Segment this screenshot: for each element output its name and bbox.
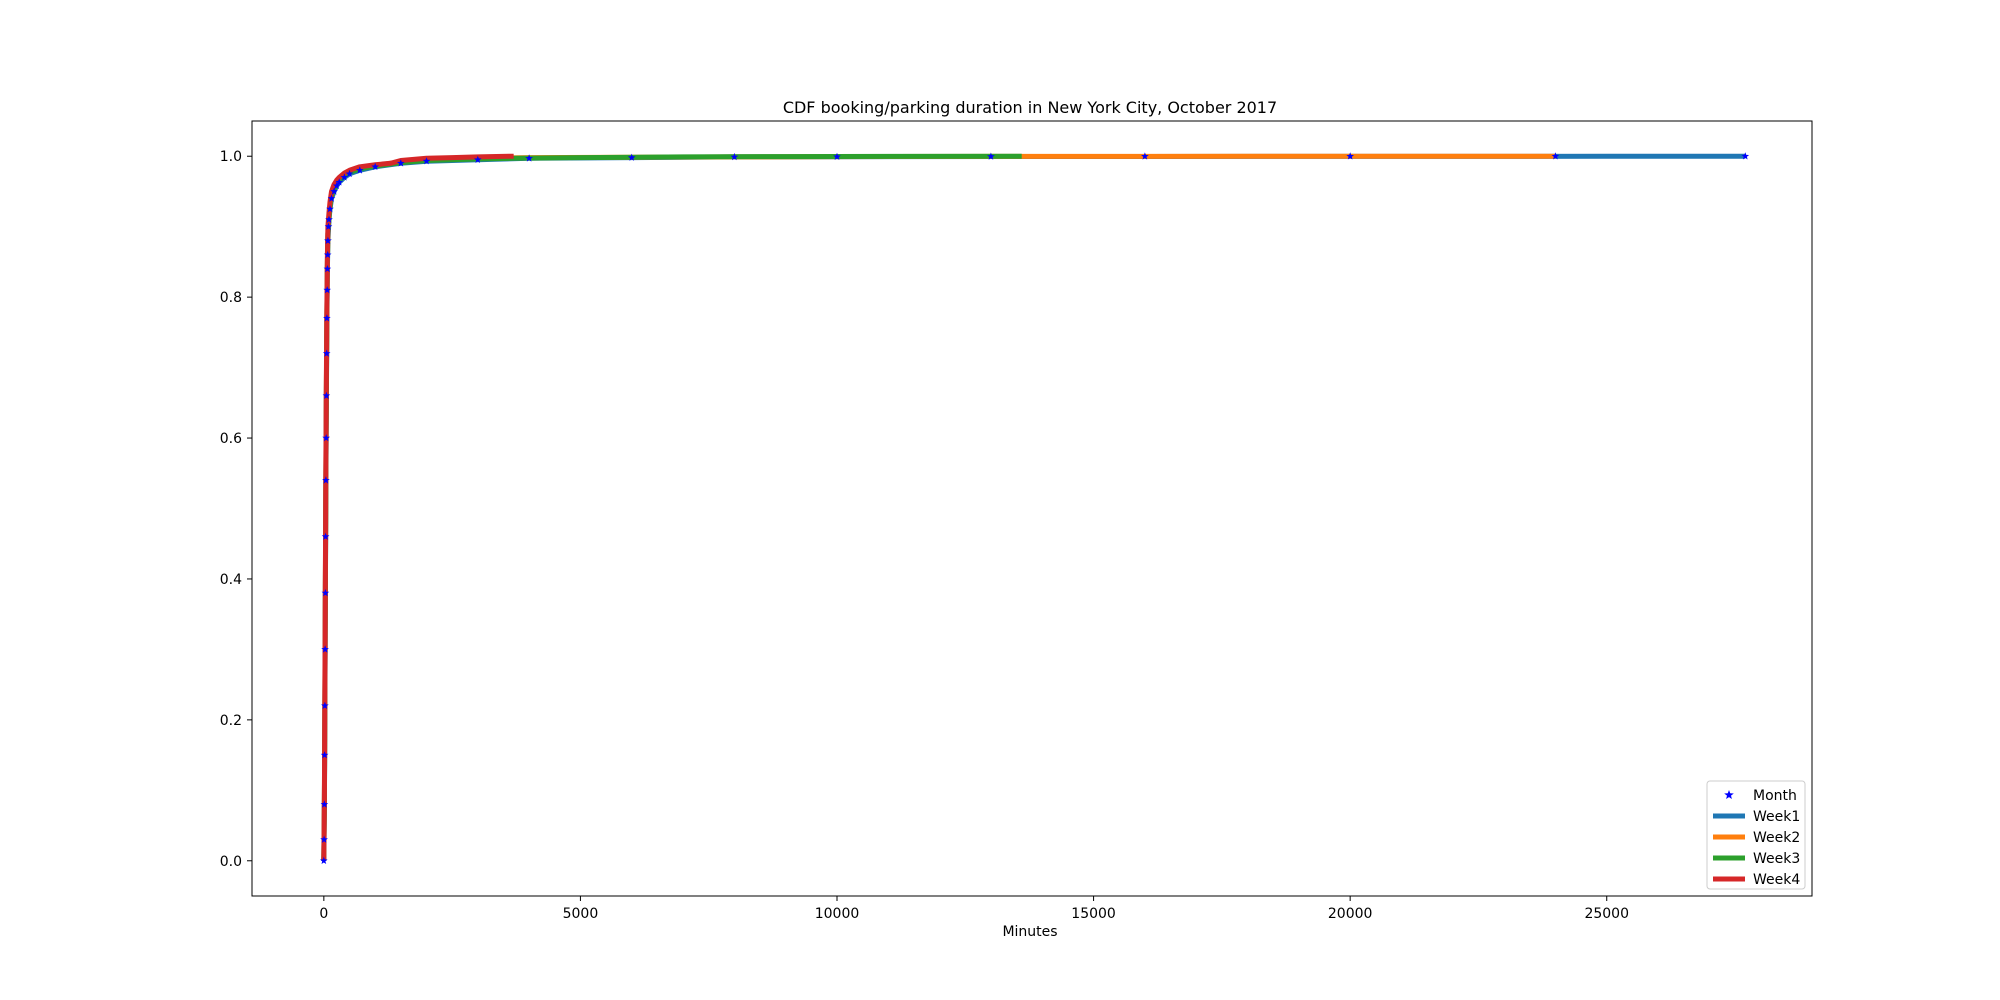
month-point — [322, 391, 331, 399]
x-tick-label: 5000 — [563, 906, 599, 922]
chart-title: CDF booking/parking duration in New York… — [783, 98, 1277, 117]
x-axis-label: Minutes — [1002, 924, 1057, 940]
series-line-week1 — [321, 153, 1746, 861]
month-point — [1551, 152, 1560, 160]
month-point — [1741, 152, 1750, 160]
series-line-week4 — [321, 153, 514, 861]
y-tick-label: 0.2 — [220, 713, 242, 729]
month-point — [322, 476, 330, 484]
month-point — [345, 169, 354, 178]
legend-label-week3: Week3 — [1753, 851, 1800, 867]
legend-label-week4: Week4 — [1753, 872, 1800, 888]
series-line-week3 — [321, 153, 1022, 861]
month-point — [320, 800, 329, 808]
legend-marker-month — [1724, 790, 1734, 799]
y-axis: 0.0 0.2 0.4 0.6 0.8 1.0 — [220, 149, 252, 870]
legend-label-week1: Week1 — [1753, 809, 1800, 825]
month-point — [332, 181, 341, 190]
month-point — [320, 856, 328, 864]
month-point — [323, 265, 332, 273]
y-tick-label: 1.0 — [220, 149, 242, 165]
series-line-week2 — [321, 153, 1556, 861]
month-point — [833, 152, 841, 160]
legend-label-week2: Week2 — [1753, 830, 1800, 846]
plot-frame — [251, 120, 1813, 897]
month-point — [327, 194, 336, 202]
x-tick-label: 0 — [319, 906, 328, 922]
month-point — [323, 250, 332, 259]
month-point — [322, 349, 331, 357]
y-tick-label: 0.4 — [220, 572, 242, 588]
month-point — [326, 205, 334, 213]
month-point — [730, 152, 739, 161]
y-tick-label: 0.6 — [220, 431, 242, 447]
legend-label-month: Month — [1753, 788, 1797, 804]
y-tick-label: 0.0 — [220, 854, 242, 870]
month-point — [422, 157, 431, 165]
month-point — [321, 645, 329, 653]
y-tick-label: 0.8 — [220, 290, 242, 306]
month-point — [320, 835, 328, 843]
month-point — [1346, 152, 1354, 160]
x-tick-label: 15000 — [1071, 906, 1116, 922]
month-point — [397, 159, 405, 167]
month-point — [321, 532, 330, 540]
x-axis: 0 5000 10000 15000 20000 25000 — [319, 896, 1629, 922]
month-point — [371, 162, 379, 170]
legend: Month Week1 Week2 Week3 Week4 — [1706, 780, 1806, 890]
month-point — [525, 154, 533, 162]
legend-box — [1706, 780, 1806, 890]
month-point — [323, 286, 331, 294]
x-tick-label: 25000 — [1584, 906, 1629, 922]
month-point — [324, 222, 333, 230]
month-point — [320, 751, 329, 759]
x-tick-label: 20000 — [1328, 906, 1373, 922]
month-point — [356, 166, 364, 174]
month-point — [321, 701, 329, 709]
month-point — [987, 152, 995, 160]
month-point — [627, 153, 636, 161]
month-point — [330, 187, 338, 195]
month-point — [335, 178, 343, 186]
x-tick-label: 10000 — [815, 906, 860, 922]
month-point — [321, 589, 330, 597]
month-point — [1141, 152, 1149, 160]
month-point — [474, 155, 482, 163]
month-point — [325, 215, 333, 223]
month-point — [323, 314, 331, 322]
month-point — [322, 434, 330, 442]
month-point — [324, 236, 332, 244]
month-point — [340, 173, 349, 181]
series-layer — [320, 152, 1750, 864]
series-line-month — [322, 154, 1746, 861]
